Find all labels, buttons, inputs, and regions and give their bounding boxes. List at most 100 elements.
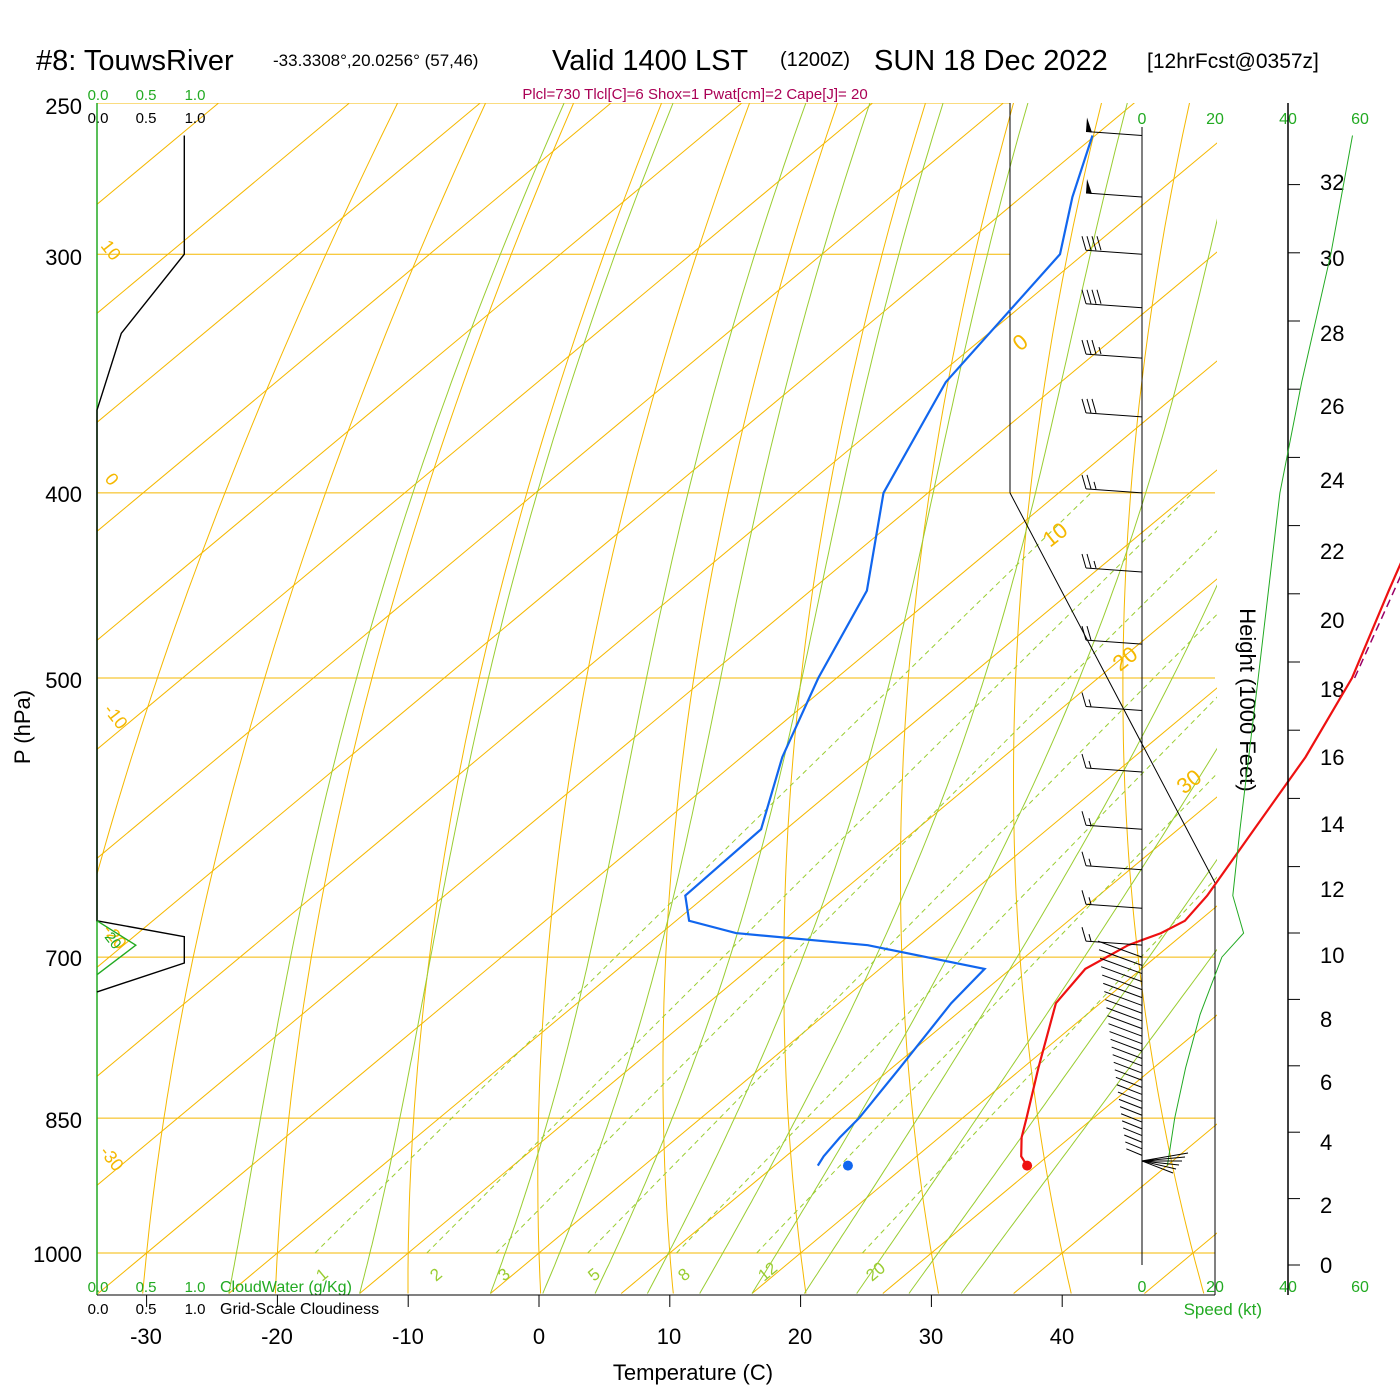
isotherm-line [97,103,743,641]
wind-barb-low [1124,1134,1143,1143]
cloud-water-tick: 0.0 [88,87,109,104]
wind-barb-low [1110,1038,1143,1052]
wind-barb [1081,811,1143,830]
wind-barb-staff [1085,639,1143,645]
isotherm-label: 10 [1038,517,1073,552]
isotherm-label: 30 [1172,764,1207,799]
height-tick-label: 30 [1320,246,1344,271]
cloudiness-curve [96,135,186,993]
mixing-ratio-line [426,492,1193,1254]
mixing-ratio-label: 8 [674,1264,693,1285]
mixing-ratio-line [314,492,1092,1254]
dry-adiabat-line [1122,103,1205,1294]
isotherm-line [97,360,1217,1294]
isotherm-label: -30 [96,1142,128,1175]
moist-adiabat-line [803,584,1217,1294]
wind-speed-profile [1166,135,1353,1166]
mixing-ratio-label: 3 [494,1264,513,1285]
temperature-tick-label: -20 [261,1324,293,1349]
isotherm-line [1144,1232,1217,1294]
moist-adiabat-line [908,858,1217,1294]
wind-barb-low [1108,1023,1143,1037]
speed-tick-top: 0 [1138,111,1147,128]
wind-barb-low [1098,949,1143,966]
wind-barb-low [1099,957,1143,975]
isotherm-line [359,578,1217,1294]
speed-tick-top: 20 [1206,111,1224,128]
isotherm-line [97,103,612,532]
wind-barb-flag [1081,753,1087,769]
isotherm-line [97,103,481,423]
wind-barb-low [1123,1127,1143,1137]
dry-adiabat-line [783,103,927,1294]
wind-barb-half-flag [1093,560,1097,569]
isotherm-label: 10 [97,236,125,264]
wind-barb-low [1109,1031,1143,1045]
height-tick-label: 26 [1320,394,1344,419]
wind-barb [1081,474,1143,494]
wind-barb-staff [1085,767,1143,773]
dewpoint-line [684,135,1094,1167]
wind-barb-staff [1085,131,1143,137]
wind-barb [1081,851,1143,871]
wind-barb-staff [1085,353,1143,359]
isotherm-line [97,103,220,205]
station-title: #8: TouwsRiver [36,45,234,77]
pressure-tick-label: 850 [45,1108,82,1133]
wind-speed-labels: 0 20 40 60 0 20 40 60 Speed (kt) [1138,111,1369,1319]
temperature-tick-label: 20 [788,1324,812,1349]
wind-barb [1081,625,1143,645]
wind-barb-surface [1141,1156,1186,1162]
wind-barb-half-flag [1088,699,1092,707]
x-axis-title: Temperature (C) [613,1360,773,1385]
wind-barb-low [1100,966,1143,983]
dry-adiabat-line [662,103,839,1294]
cloudiness-tick: 0.5 [136,110,157,127]
temperature-tick-label: 30 [919,1324,943,1349]
background-lines [97,103,1217,1294]
station-coords: -33.3308°,20.0256° (57,46) [273,51,478,70]
wind-barb-flag [1086,339,1092,355]
wind-barb [1081,753,1143,773]
height-axis-labels: 32 30 28 26 24 22 20 18 16 14 12 10 8 6 … [1320,170,1344,1278]
isotherm-line [97,251,1217,1186]
moist-adiabat-line [489,103,807,1294]
wind-barb-half-flag [1088,934,1092,942]
height-tick-label: 20 [1320,608,1344,633]
isotherm-label: -10 [100,700,132,733]
wind-barb-half-flag [1088,897,1092,905]
isotherm-line [97,103,351,314]
moist-adiabat-line [646,103,1029,1294]
isotherm-label: 0 [1008,329,1033,356]
height-tick-label: 12 [1320,877,1344,902]
wind-barb-low [1114,1069,1143,1081]
mixing-ratio-label: 12 [754,1258,781,1285]
wind-barb-staff [1085,903,1143,909]
wind-barb-flag [1096,289,1102,304]
wind-barb-flag [1081,398,1087,414]
dry-adiabat-line [274,103,575,1294]
cloud-panel-top-labels: 0.0 0.5 1.0 0.0 0.5 1.0 [88,87,206,127]
isotherm-label: 20 [1108,641,1143,676]
pressure-tick-label: 1000 [33,1242,82,1267]
wind-barb-surface [1141,1160,1177,1170]
pressure-tick-label: 700 [45,946,82,971]
wind-barb-flag [1091,289,1097,304]
height-tick-label: 0 [1320,1253,1332,1278]
wind-barb [1081,339,1143,359]
moist-adiabat-line [228,103,565,1294]
wind-barb-flag [1086,398,1092,414]
height-tick-label: 24 [1320,468,1344,493]
cloudiness-tick: 0.0 [88,1301,109,1318]
surface-dewpoint-point [842,1160,853,1171]
cloudiness-tick: 1.0 [185,1301,206,1318]
forecast-label: [12hrFcst@0357z] [1147,50,1319,73]
wind-barb [1081,553,1143,573]
isotherm-line [620,796,1217,1294]
pressure-axis-labels: 250 300 400 500 700 850 1000 [33,94,82,1267]
wind-barb-surface [1141,1152,1189,1162]
isotherm-label: 0 [101,469,123,489]
height-tick-label: 28 [1320,321,1344,346]
cloud-water-title: CloudWater (g/Kg) [220,1279,352,1296]
